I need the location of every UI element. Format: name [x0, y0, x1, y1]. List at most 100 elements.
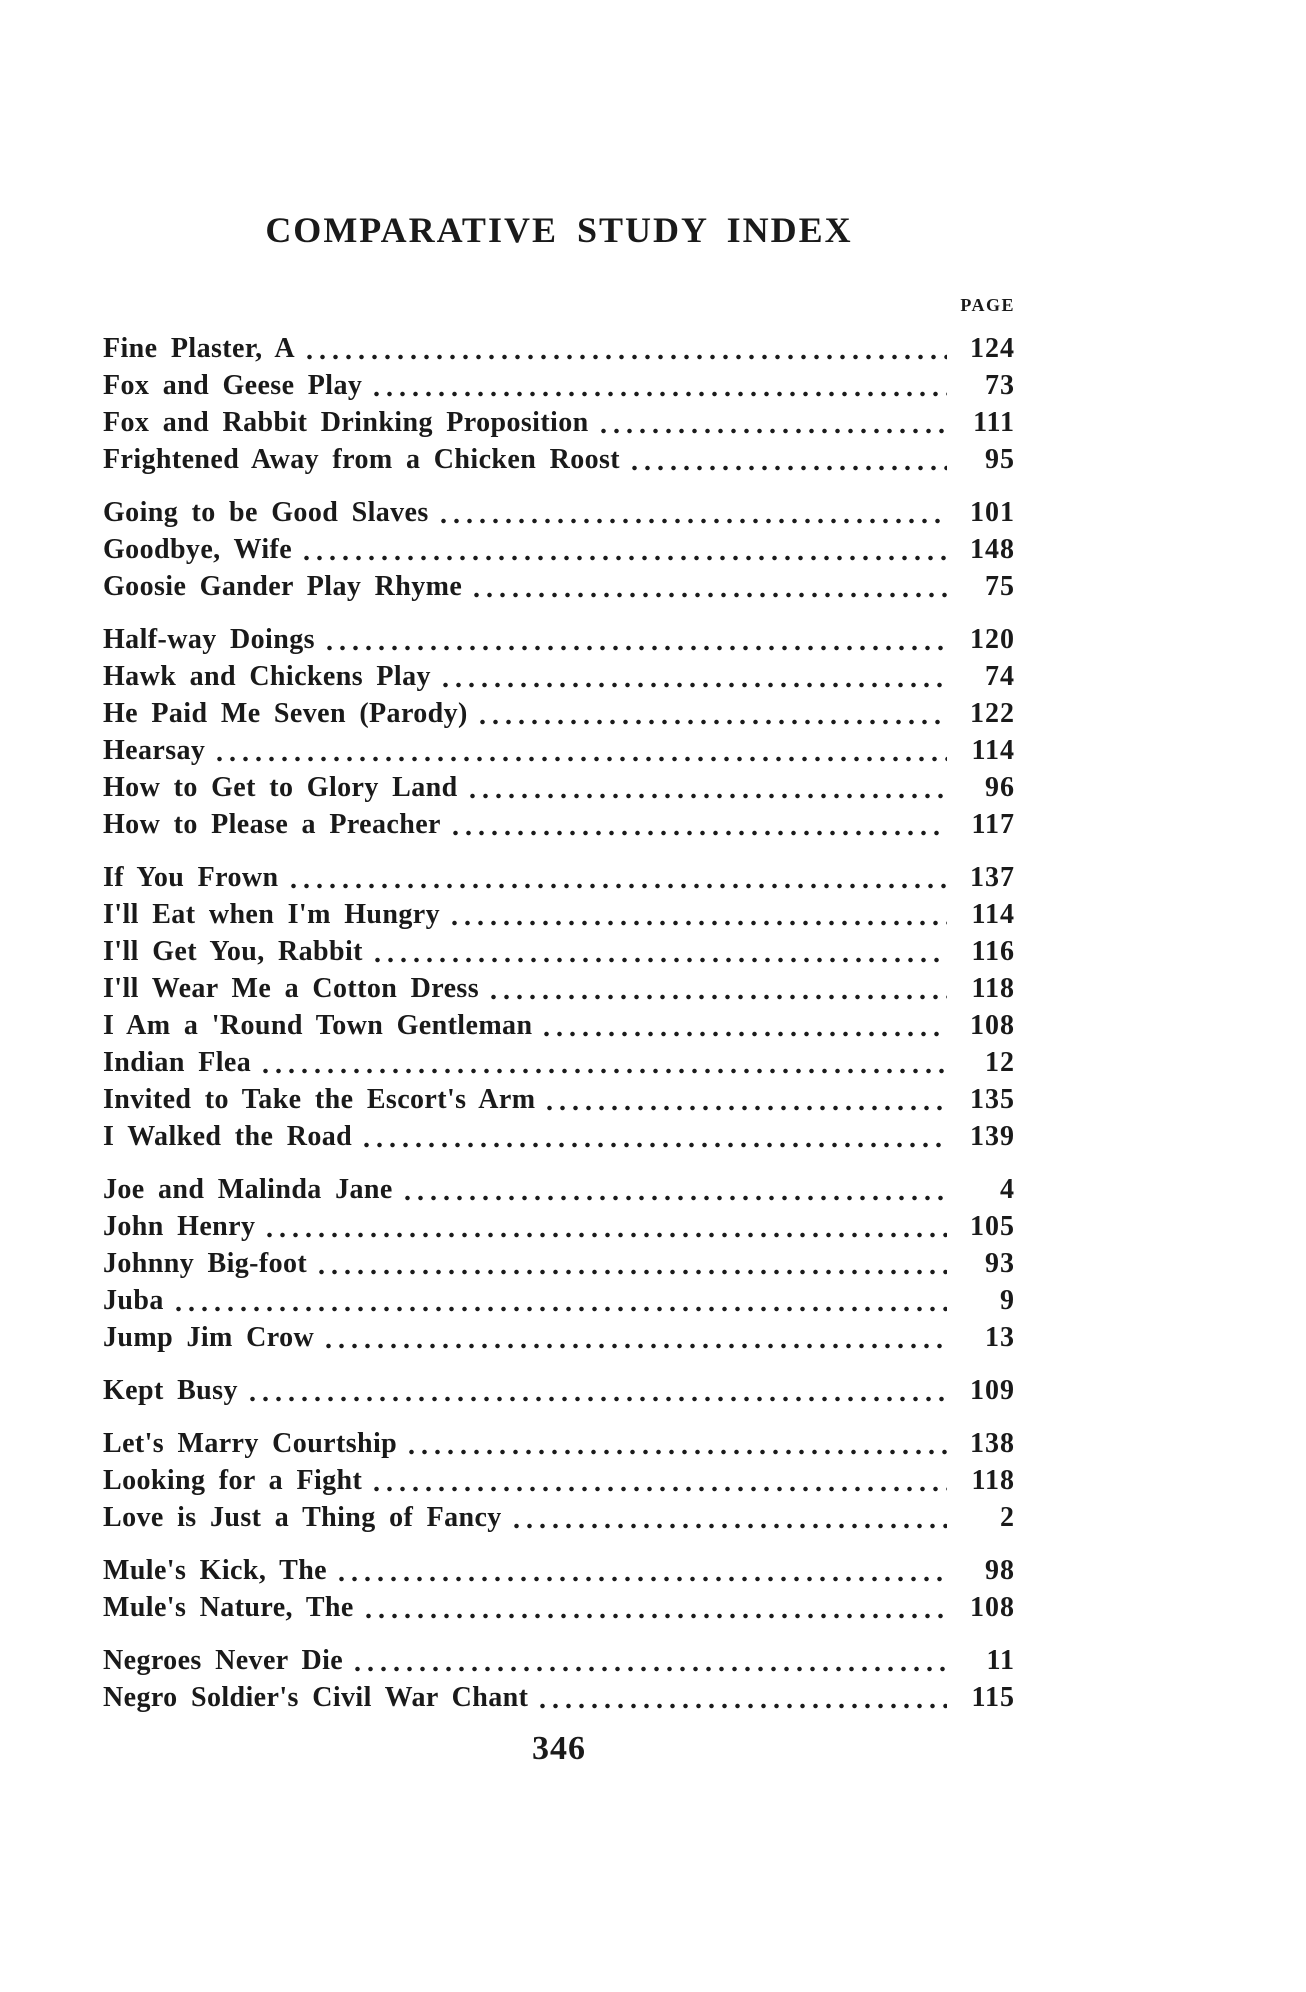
dot-leader: [447, 916, 947, 926]
entry-title: He Paid Me Seven (Parody): [103, 698, 468, 729]
index-entry-row: I Am a 'Round Town Gentleman 108: [103, 1007, 1015, 1044]
index-entry-row: Fox and Geese Play 73: [103, 367, 1015, 404]
entry-title: Invited to Take the Escort's Arm: [103, 1084, 536, 1115]
index-entry-row: Johnny Big-foot 93: [103, 1245, 1015, 1282]
index-entry-row: Half-way Doings 120: [103, 621, 1015, 658]
index-group: Going to be Good Slaves 101 Goodbye, Wif…: [103, 494, 1015, 605]
entry-title: Negroes Never Die: [103, 1645, 344, 1676]
entry-page-number: 135: [970, 1084, 1015, 1115]
entry-page-number: 137: [970, 862, 1015, 893]
dot-leader: [448, 826, 947, 836]
dot-leader: [628, 461, 947, 471]
entry-title: Goosie Gander Play Rhyme: [103, 571, 463, 602]
index-entry-row: Hearsay 114: [103, 732, 1015, 769]
entry-page-number: 114: [971, 899, 1015, 930]
entry-page-number: 12: [985, 1047, 1015, 1078]
dot-leader: [322, 1339, 947, 1349]
entry-page-number: 4: [1000, 1174, 1015, 1205]
dot-leader: [302, 350, 947, 360]
dot-leader: [245, 1392, 947, 1402]
dot-leader: [487, 990, 947, 1000]
entry-page-number: 118: [971, 1465, 1015, 1496]
dot-leader: [259, 1064, 947, 1074]
entry-page-number: 117: [971, 809, 1015, 840]
entry-title: Half-way Doings: [103, 624, 315, 655]
entry-title: Let's Marry Courtship: [103, 1428, 398, 1459]
entry-title: Fox and Geese Play: [103, 370, 363, 401]
dot-leader: [436, 514, 947, 524]
entry-page-number: 118: [971, 973, 1015, 1004]
index-entry-row: Looking for a Fight 118: [103, 1462, 1015, 1499]
index-entry-row: I'll Eat when I'm Hungry 114: [103, 896, 1015, 933]
entry-title: Juba: [103, 1285, 164, 1316]
index-entry-row: Fine Plaster, A 124: [103, 330, 1015, 367]
entry-page-number: 105: [970, 1211, 1015, 1242]
entry-title: Fine Plaster, A: [103, 333, 295, 364]
index-entry-row: How to Please a Preacher 117: [103, 806, 1015, 843]
index-entry-row: Goosie Gander Play Rhyme 75: [103, 568, 1015, 605]
entry-page-number: 98: [985, 1555, 1015, 1586]
entry-title: Mule's Kick, The: [103, 1555, 328, 1586]
index-entry-row: Frightened Away from a Chicken Roost 95: [103, 441, 1015, 478]
index-entry-row: Invited to Take the Escort's Arm 135: [103, 1081, 1015, 1118]
index-entry-row: Let's Marry Courtship 138: [103, 1425, 1015, 1462]
index-entry-row: Going to be Good Slaves 101: [103, 494, 1015, 531]
dot-leader: [405, 1445, 947, 1455]
index-entry-row: I'll Wear Me a Cotton Dress 118: [103, 970, 1015, 1007]
index-entry-row: Fox and Rabbit Drinking Proposition 111: [103, 404, 1015, 441]
dot-leader: [465, 789, 947, 799]
entry-title: Mule's Nature, The: [103, 1592, 354, 1623]
index-group: If You Frown 137 I'll Eat when I'm Hungr…: [103, 859, 1015, 1155]
entry-page-number: 13: [985, 1322, 1015, 1353]
entry-page-number: 95: [985, 444, 1015, 475]
dot-leader: [540, 1027, 947, 1037]
entry-title: I'll Eat when I'm Hungry: [103, 899, 440, 930]
entry-page-number: 96: [985, 772, 1015, 803]
dot-leader: [171, 1302, 947, 1312]
entry-page-number: 111: [973, 407, 1015, 438]
entry-page-number: 115: [971, 1682, 1015, 1713]
entry-page-number: 114: [971, 735, 1015, 766]
entry-title: I'll Get You, Rabbit: [103, 936, 363, 967]
page-title: COMPARATIVE STUDY INDEX: [265, 210, 853, 250]
index-group: Let's Marry Courtship 138 Looking for a …: [103, 1425, 1015, 1536]
entry-title: If You Frown: [103, 862, 279, 893]
entry-page-number: 93: [985, 1248, 1015, 1279]
entry-page-number: 101: [970, 497, 1015, 528]
dot-leader: [322, 641, 947, 651]
entry-title: Love is Just a Thing of Fancy: [103, 1502, 502, 1533]
entry-title: I Am a 'Round Town Gentleman: [103, 1010, 533, 1041]
index-entry-row: Mule's Kick, The 98: [103, 1552, 1015, 1589]
dot-leader: [300, 551, 947, 561]
index-entry-row: I'll Get You, Rabbit 116: [103, 933, 1015, 970]
entry-title: Kept Busy: [103, 1375, 238, 1406]
entry-title: Joe and Malinda Jane: [103, 1174, 393, 1205]
dot-leader: [361, 1609, 947, 1619]
index-entry-row: Indian Flea 12: [103, 1044, 1015, 1081]
entry-title: Going to be Good Slaves: [103, 497, 429, 528]
dot-leader: [400, 1191, 947, 1201]
entry-page-number: 11: [986, 1645, 1015, 1676]
index-entry-row: Jump Jim Crow 13: [103, 1319, 1015, 1356]
index-entry-row: If You Frown 137: [103, 859, 1015, 896]
dot-leader: [370, 953, 947, 963]
dot-leader: [509, 1519, 947, 1529]
entry-title: How to Get to Glory Land: [103, 772, 458, 803]
dot-leader: [370, 1482, 947, 1492]
dot-leader: [360, 1138, 947, 1148]
entry-page-number: 9: [1000, 1285, 1015, 1316]
index-group: Half-way Doings 120 Hawk and Chickens Pl…: [103, 621, 1015, 843]
entry-title: I'll Wear Me a Cotton Dress: [103, 973, 479, 1004]
index-entry-row: John Henry 105: [103, 1208, 1015, 1245]
folio-page-number: 346: [532, 1730, 586, 1767]
index-list: Fine Plaster, A 124 Fox and Geese Play 7…: [103, 330, 1015, 1716]
dot-leader: [263, 1228, 947, 1238]
entry-page-number: 139: [970, 1121, 1015, 1152]
index-entry-row: He Paid Me Seven (Parody) 122: [103, 695, 1015, 732]
entry-title: Goodbye, Wife: [103, 534, 293, 565]
index-entry-row: Negro Soldier's Civil War Chant 115: [103, 1679, 1015, 1716]
entry-page-number: 108: [970, 1010, 1015, 1041]
entry-title: Looking for a Fight: [103, 1465, 363, 1496]
entry-title: Fox and Rabbit Drinking Proposition: [103, 407, 589, 438]
entry-page-number: 74: [985, 661, 1015, 692]
